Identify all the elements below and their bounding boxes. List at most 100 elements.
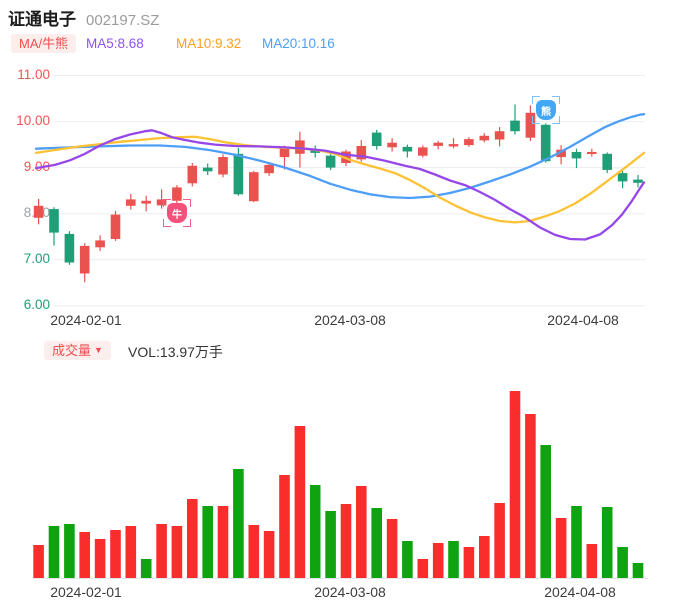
candle-body (371, 132, 382, 146)
candle-body (448, 144, 459, 147)
candle-body (479, 135, 490, 141)
volume-bar (617, 547, 628, 578)
volume-bar (386, 519, 398, 578)
stock-name: 证通电子 (8, 10, 76, 29)
volume-bar (540, 445, 551, 578)
volume-bar (125, 526, 137, 578)
ma10-readout: MA10:9.32 (176, 36, 242, 51)
x-axis-label: 2024-03-08 (314, 312, 386, 328)
candle-body (510, 120, 520, 132)
candle-body (95, 240, 105, 248)
volume-bar (156, 524, 167, 578)
volume-bar (171, 526, 183, 578)
bull-marker[interactable]: 牛 (163, 199, 191, 227)
stock-code: 002197.SZ (86, 12, 160, 29)
candle-body (356, 146, 367, 160)
volume-bar (294, 426, 306, 578)
volume-bar (494, 503, 505, 578)
candle-body (202, 167, 213, 172)
volume-bar (33, 545, 44, 578)
volume-bar (202, 506, 213, 578)
y-axis-label: 10.00 (16, 112, 50, 128)
x-axis-label: 2024-04-08 (547, 312, 619, 328)
candle-body (110, 214, 121, 239)
y-axis-label: 7.00 (23, 250, 50, 266)
candle-body (279, 148, 290, 158)
candle-body (172, 187, 182, 201)
volume-bar (479, 536, 490, 578)
candle-body (249, 172, 259, 202)
volume-bar (325, 511, 336, 578)
volume-bar (356, 486, 367, 578)
candle-body (141, 200, 151, 204)
candle-body (64, 233, 75, 263)
bear-icon: 熊 (536, 100, 556, 120)
ma5-line (34, 129, 646, 241)
dropdown-arrow-icon: ▼ (94, 345, 103, 355)
candle-body (325, 155, 336, 168)
ma-bull-bear-toggle[interactable]: MA/牛熊 (11, 34, 77, 53)
volume-bar (371, 508, 382, 578)
volume-bar (463, 547, 475, 578)
volume-bar (279, 475, 290, 578)
candle-body (418, 147, 428, 156)
candle-body (233, 153, 244, 195)
y-axis-label: 6.00 (23, 296, 50, 312)
volume-bar (64, 524, 75, 578)
candle-body (49, 209, 59, 233)
volume-bar (402, 541, 413, 578)
volume-bar (417, 559, 429, 578)
volume-bar (187, 499, 198, 578)
candle-body (571, 152, 582, 159)
bear-marker[interactable]: 熊 (532, 96, 560, 124)
candle-body (79, 245, 90, 274)
volume-bar (525, 414, 536, 578)
candle-body (556, 149, 566, 158)
ma10-line (34, 135, 646, 224)
y-axis-label: 11.00 (17, 66, 50, 82)
volume-bar (340, 504, 352, 578)
candle-body (540, 124, 551, 162)
ma5-readout: MA5:8.68 (86, 36, 144, 51)
volume-bar (48, 526, 60, 578)
volume-selector-label: 成交量 (52, 343, 92, 358)
volume-bar (263, 531, 275, 578)
volume-indicator-selector[interactable]: 成交量 ▼ (44, 341, 111, 360)
candle-body (264, 164, 274, 174)
volume-bar (448, 541, 459, 578)
candle-body (402, 146, 413, 152)
x-axis-label: 2024-02-01 (50, 584, 122, 600)
volume-bar (110, 530, 121, 578)
volume-bar (140, 559, 152, 578)
candle-body (464, 139, 474, 146)
volume-bar (217, 506, 229, 578)
x-axis-label: 2024-03-08 (314, 584, 386, 600)
volume-bar (601, 507, 613, 578)
candle-body (387, 142, 397, 148)
ma20-line (34, 113, 646, 200)
candle-body (494, 131, 505, 140)
header: 证通电子 002197.SZ (8, 5, 159, 30)
volume-bar (233, 469, 244, 578)
candle-body (525, 112, 536, 138)
volume-bar (509, 391, 521, 578)
candle-body (633, 179, 643, 183)
candle-body (617, 173, 628, 182)
volume-bar (94, 539, 106, 578)
volume-readout: VOL:13.97万手 (128, 344, 223, 360)
ma20-readout: MA20:10.16 (262, 36, 335, 51)
x-axis-label: 2024-02-01 (50, 312, 122, 328)
volume-bar (248, 525, 260, 578)
volume-bar (79, 532, 90, 578)
candle-body (602, 153, 612, 170)
volume-bar (555, 518, 567, 578)
volume-bar (632, 563, 644, 578)
candle-body (587, 152, 597, 154)
volume-bar (571, 506, 582, 578)
candle-body (433, 142, 443, 146)
ma-toggle-label: MA/牛熊 (19, 36, 69, 51)
volume-bar (586, 544, 598, 578)
